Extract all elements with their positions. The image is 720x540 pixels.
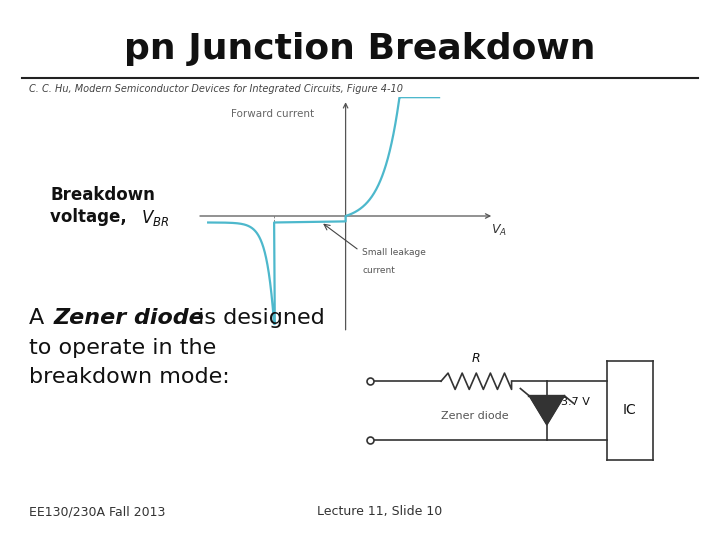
Polygon shape <box>529 396 564 425</box>
Text: A: A <box>29 308 51 328</box>
Text: Lecture 11, Slide 10: Lecture 11, Slide 10 <box>317 505 442 518</box>
Text: Zener diode: Zener diode <box>54 308 204 328</box>
Text: C. C. Hu, Modern Semiconductor Devices for Integrated Circuits, Figure 4-10: C. C. Hu, Modern Semiconductor Devices f… <box>29 84 402 94</box>
Text: Zener diode: Zener diode <box>441 411 508 421</box>
Text: $V_A$: $V_A$ <box>491 222 508 238</box>
Text: Small leakage: Small leakage <box>362 248 426 258</box>
Text: Forward current: Forward current <box>230 109 314 119</box>
Text: IC: IC <box>623 403 636 417</box>
Text: 3.7 V: 3.7 V <box>561 397 590 407</box>
Text: Breakdown: Breakdown <box>50 186 156 204</box>
Text: to operate in the: to operate in the <box>29 338 216 357</box>
Text: $V_{BR}$: $V_{BR}$ <box>141 208 169 228</box>
Text: pn Junction Breakdown: pn Junction Breakdown <box>125 32 595 66</box>
Text: current: current <box>362 266 395 275</box>
Text: EE130/230A Fall 2013: EE130/230A Fall 2013 <box>29 505 165 518</box>
Text: is designed: is designed <box>191 308 325 328</box>
Text: R: R <box>472 352 480 365</box>
Text: breakdown mode:: breakdown mode: <box>29 367 230 387</box>
Text: voltage,: voltage, <box>50 208 133 226</box>
